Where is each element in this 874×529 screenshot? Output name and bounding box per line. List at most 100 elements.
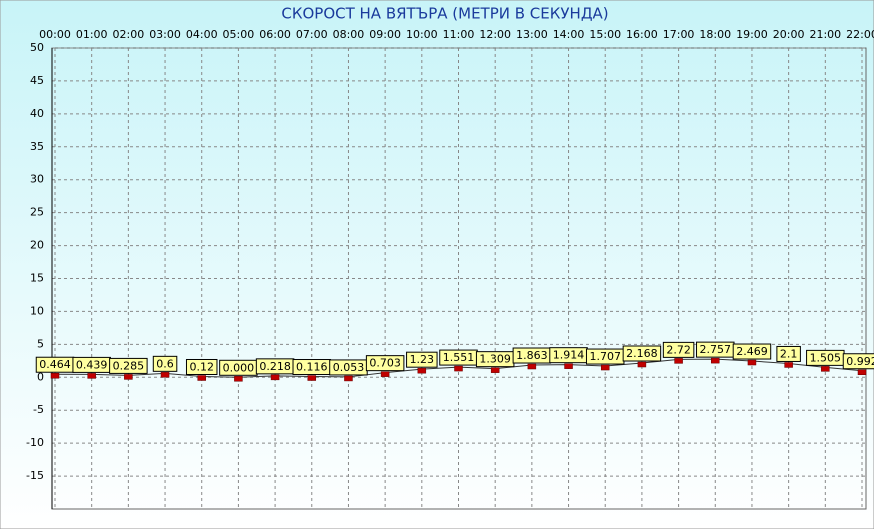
data-label: 1.914	[549, 347, 588, 364]
marker	[234, 376, 243, 382]
data-label-box	[776, 345, 801, 362]
x-tick-label: 20:00	[773, 28, 805, 41]
x-tick-label: 11:00	[443, 28, 475, 41]
data-label-box	[622, 345, 662, 362]
data-label-text: 0.6	[156, 357, 174, 370]
data-label-text: 0.218	[259, 360, 291, 373]
marker	[821, 366, 830, 372]
data-label-box	[109, 357, 148, 374]
y-tick-label: -5	[33, 403, 44, 416]
x-tick-label: 15:00	[589, 28, 621, 41]
y-tick-label: 40	[30, 107, 44, 120]
y-tick-label: 30	[30, 173, 44, 186]
x-tick-label: 03:00	[149, 28, 181, 41]
data-label: 0.703	[365, 355, 405, 372]
x-tick-label: 10:00	[406, 28, 438, 41]
data-label-text: 0.464	[39, 358, 71, 371]
data-label-box	[185, 358, 218, 375]
data-label-text: 1.551	[443, 351, 475, 364]
marker	[490, 367, 500, 373]
marker	[87, 373, 96, 379]
data-label: 0.116	[292, 359, 332, 376]
data-label: 2.1	[776, 345, 801, 362]
data-label: 2.757	[696, 341, 735, 358]
x-tick-label: 19:00	[736, 28, 768, 41]
data-label-box	[842, 353, 874, 370]
x-tick-label: 04:00	[186, 28, 218, 41]
data-label-text: 1.914	[553, 349, 585, 362]
data-label: 0.000	[219, 359, 258, 376]
x-tick-label: 08:00	[333, 28, 365, 41]
data-label-text: 0.053	[333, 361, 365, 374]
x-tick-label: 22:00	[846, 28, 874, 41]
marker	[857, 369, 867, 376]
data-label: 1.309	[475, 351, 515, 368]
data-label: 1.505	[806, 349, 845, 366]
marker	[270, 374, 280, 381]
data-label: 2.168	[622, 345, 662, 362]
data-label-text: 0.992	[846, 355, 874, 368]
data-label-box	[152, 355, 178, 372]
x-tick-label: 18:00	[699, 28, 731, 41]
data-label-text: 2.757	[700, 343, 732, 356]
x-tick-label: 17:00	[663, 28, 695, 41]
y-tick-label: 20	[30, 239, 44, 252]
data-label-text: 2.72	[666, 343, 691, 356]
data-label: 0.218	[255, 358, 295, 375]
x-tick-label: 16:00	[626, 28, 658, 41]
data-label: 0.464	[35, 356, 75, 373]
data-label-text: 2.168	[626, 347, 658, 360]
data-label-text: 1.505	[810, 351, 842, 364]
data-label-text: 1.309	[479, 353, 511, 366]
data-label-box	[732, 343, 772, 360]
y-tick-label: 10	[30, 304, 44, 317]
data-label: 1.23	[406, 351, 438, 368]
y-tick-label: 5	[37, 337, 44, 350]
data-label: 2.72	[662, 341, 695, 358]
x-tick-label: 09:00	[369, 28, 401, 41]
data-label-text: 0.116	[296, 361, 328, 374]
marker	[674, 358, 683, 364]
x-tick-label: 06:00	[259, 28, 291, 41]
chart-title: СКОРОСТ НА ВЯТЪРА (МЕТРИ В СЕКУНДА)	[281, 5, 608, 23]
data-label-text: 0.439	[76, 358, 108, 371]
x-tick-label: 13:00	[516, 28, 548, 41]
x-tick-label: 05:00	[223, 28, 255, 41]
marker	[124, 374, 133, 380]
y-tick-label: 35	[30, 140, 44, 153]
data-label-text: 2.469	[736, 345, 768, 358]
data-label-text: 0.703	[369, 357, 401, 370]
data-label-box	[406, 351, 438, 368]
marker	[454, 365, 463, 372]
data-label: 1.551	[439, 349, 478, 366]
marker	[564, 363, 573, 369]
data-label: 0.992	[842, 353, 874, 370]
marker	[527, 363, 537, 370]
data-label: 2.469	[732, 343, 772, 360]
y-tick-label: 45	[30, 74, 44, 87]
data-label-text: 1.23	[410, 353, 435, 366]
y-tick-label: 25	[30, 206, 44, 219]
marker	[747, 359, 757, 366]
x-tick-label: 14:00	[553, 28, 585, 41]
marker	[160, 372, 170, 378]
x-tick-label: 07:00	[296, 28, 328, 41]
data-label: 0.053	[329, 359, 368, 376]
data-label: 0.6	[152, 355, 178, 372]
marker	[380, 371, 390, 377]
y-tick-label: 50	[30, 41, 44, 54]
data-label-text: 2.1	[780, 347, 798, 360]
x-tick-label: 01:00	[76, 28, 108, 41]
y-tick-label: 15	[30, 272, 44, 285]
data-label: 1.863	[512, 347, 552, 364]
marker	[197, 375, 206, 381]
data-label: 0.439	[72, 356, 111, 373]
x-tick-label: 00:00	[39, 28, 71, 41]
data-label-text: 1.863	[516, 349, 548, 362]
marker	[637, 361, 647, 368]
y-tick-label: -15	[26, 469, 44, 482]
data-label-text: 0.285	[113, 359, 145, 372]
data-label-text: 0.000	[223, 361, 255, 374]
